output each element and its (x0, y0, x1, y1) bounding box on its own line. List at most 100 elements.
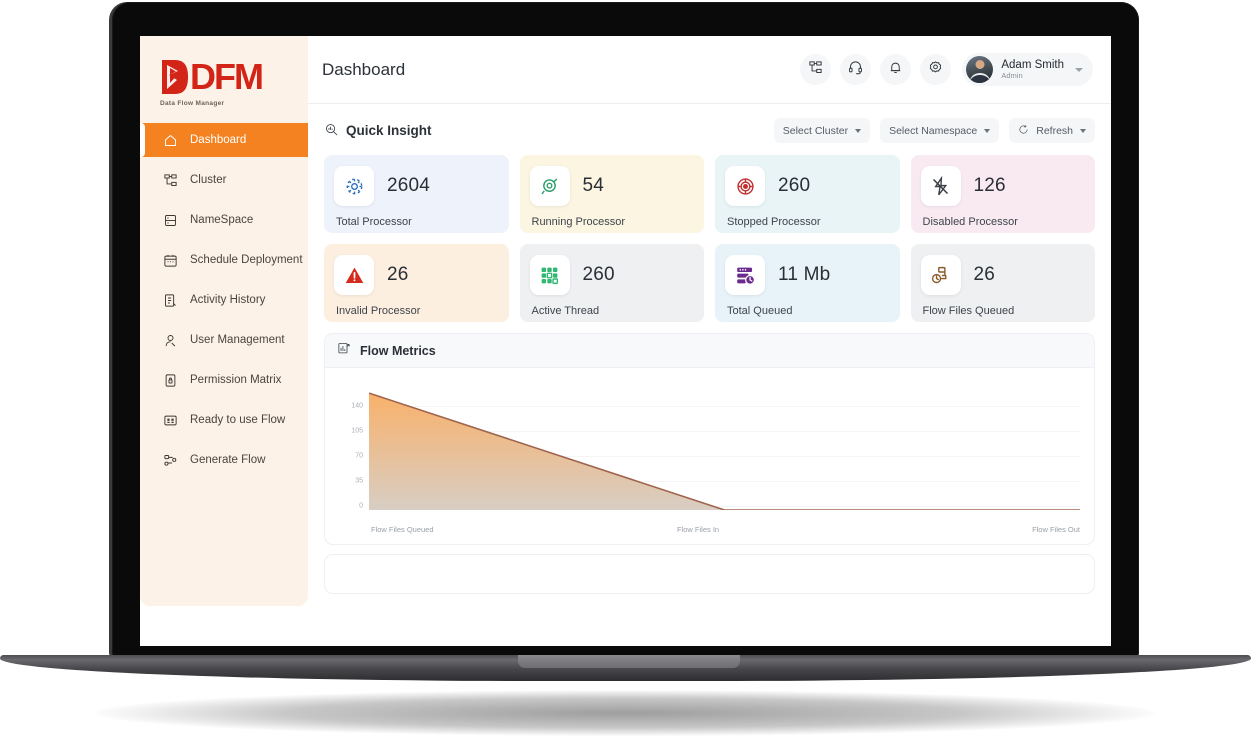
bell-icon (888, 60, 903, 80)
chevron-down-icon (1080, 128, 1086, 133)
gear-icon (928, 60, 943, 80)
lock-document-icon (162, 372, 178, 388)
stat-label: Active Thread (531, 305, 600, 317)
calendar-icon (162, 252, 178, 268)
warning-triangle-icon (334, 255, 374, 295)
gridline (369, 481, 1080, 482)
laptop-shadow (95, 690, 1155, 736)
brand-logo[interactable]: DFM Data Flow Manager (140, 40, 308, 121)
stat-card-flow-files-queued[interactable]: 26 Flow Files Queued (910, 244, 1095, 322)
stat-value: 260 (582, 264, 615, 285)
stat-label: Running Processor (531, 216, 626, 228)
profile-role: Admin (1001, 70, 1023, 80)
flowfile-clock-icon (920, 255, 961, 295)
card-top: 260 (520, 254, 705, 296)
y-tick-label: 70 (355, 452, 363, 460)
running-processor-icon (529, 166, 570, 206)
user-profile-menu[interactable]: Adam Smith Admin (962, 53, 1093, 86)
profile-text: Adam Smith Admin (1001, 59, 1064, 81)
main-area: Dashboard (308, 36, 1111, 646)
stat-value: 126 (973, 175, 1006, 196)
sidebar-item-label: NameSpace (190, 214, 254, 226)
gear-target-icon (334, 166, 374, 206)
sidebar-item-dashboard[interactable]: Dashboard (140, 123, 308, 157)
sidebar-item-namespace[interactable]: NameSpace (140, 203, 308, 237)
next-panel-partial (324, 554, 1095, 594)
stat-card-invalid-processor[interactable]: 26 Invalid Processor (324, 244, 509, 322)
stat-card-running-processor[interactable]: 54 Running Processor (519, 155, 705, 233)
quick-insight-title: Quick Insight (324, 122, 432, 140)
flow-metrics-card: Flow Metrics 140 105 70 (324, 333, 1095, 545)
sidebar-item-activity-history[interactable]: Activity History (140, 283, 308, 317)
select-namespace-dropdown[interactable]: Select Namespace (880, 118, 1000, 143)
stat-card-total-queued[interactable]: 11 Mb Total Queued (715, 244, 900, 322)
chevron-down-icon (855, 128, 862, 133)
laptop-trackpad-notch (518, 655, 740, 668)
x-tick-label: Flow Files In (677, 525, 720, 534)
sidebar-item-label: Activity History (190, 294, 266, 306)
stat-label: Invalid Processor (336, 305, 421, 317)
y-tick-label: 35 (355, 477, 363, 485)
sidebar-item-label: Ready to use Flow (190, 414, 286, 426)
refresh-label: Refresh (1036, 124, 1073, 137)
select-cluster-dropdown[interactable]: Select Cluster (773, 118, 871, 143)
card-top: 2604 (324, 165, 509, 207)
chevron-down-icon (1075, 67, 1083, 72)
sidebar-item-label: Generate Flow (190, 454, 266, 466)
stat-cards-row-1: 2604 Total Processor (324, 155, 1095, 233)
chart-plot-area (369, 378, 1080, 510)
x-tick-label: Flow Files Queued (371, 525, 434, 534)
y-tick-label: 0 (359, 502, 363, 510)
namespace-icon (162, 212, 178, 228)
queue-clock-icon (725, 255, 765, 295)
stat-value: 54 (582, 175, 605, 196)
gridline (369, 456, 1080, 457)
chevron-down-icon (984, 128, 991, 133)
flow-nodes-icon (162, 452, 178, 468)
thread-grid-icon (529, 255, 570, 295)
sidebar-item-ready-to-use-flow[interactable]: Ready to use Flow (140, 403, 308, 437)
stat-label: Stopped Processor (727, 216, 821, 228)
activity-history-icon (162, 292, 178, 308)
top-bar: Dashboard (308, 36, 1111, 104)
sidebar: DFM Data Flow Manager Dashboard (140, 36, 308, 606)
flow-metrics-chart: 140 105 70 35 0 (325, 368, 1094, 544)
sidebar-item-user-management[interactable]: User Management (140, 323, 308, 357)
disabled-processor-icon (920, 166, 961, 206)
gridline (369, 506, 1080, 507)
app-root: DFM Data Flow Manager Dashboard (140, 36, 1111, 646)
hierarchy-icon (808, 60, 823, 80)
stat-card-disabled-processor[interactable]: 126 Disabled Processor (910, 155, 1095, 233)
card-top: 26 (324, 254, 509, 296)
refresh-dropdown[interactable]: Refresh (1009, 118, 1095, 143)
hierarchy-button[interactable] (800, 54, 832, 85)
sidebar-item-generate-flow[interactable]: Generate Flow (140, 443, 308, 477)
grid-icon (162, 412, 178, 428)
logo-tagline: Data Flow Manager (160, 100, 225, 107)
quick-insight-label: Quick Insight (346, 123, 432, 138)
avatar (966, 56, 994, 83)
gridline (369, 431, 1080, 432)
laptop-screen: DFM Data Flow Manager Dashboard (140, 36, 1111, 646)
notifications-button[interactable] (880, 54, 912, 85)
sidebar-item-schedule-deployment[interactable]: Schedule Deployment (140, 243, 308, 277)
settings-button[interactable] (920, 54, 952, 85)
sidebar-item-cluster[interactable]: Cluster (140, 163, 308, 197)
headset-icon (848, 60, 863, 80)
sidebar-item-permission-matrix[interactable]: Permission Matrix (140, 363, 308, 397)
card-top: 54 (520, 165, 705, 207)
stat-card-total-processor[interactable]: 2604 Total Processor (324, 155, 509, 233)
support-button[interactable] (840, 54, 872, 85)
stat-label: Disabled Processor (922, 216, 1018, 228)
sidebar-item-label: Permission Matrix (190, 374, 282, 386)
area-series (369, 378, 1080, 510)
y-tick-label: 105 (351, 427, 363, 435)
logo-d-icon (160, 58, 190, 96)
quick-insight-filters: Select Cluster Select Namespace (773, 118, 1095, 143)
stat-value: 2604 (387, 175, 431, 196)
sidebar-item-label: Cluster (190, 174, 227, 186)
stat-card-stopped-processor[interactable]: 260 Stopped Processor (715, 155, 900, 233)
stat-card-active-thread[interactable]: 260 Active Thread (519, 244, 705, 322)
card-top: 11 Mb (715, 254, 900, 296)
refresh-icon (1018, 124, 1029, 138)
